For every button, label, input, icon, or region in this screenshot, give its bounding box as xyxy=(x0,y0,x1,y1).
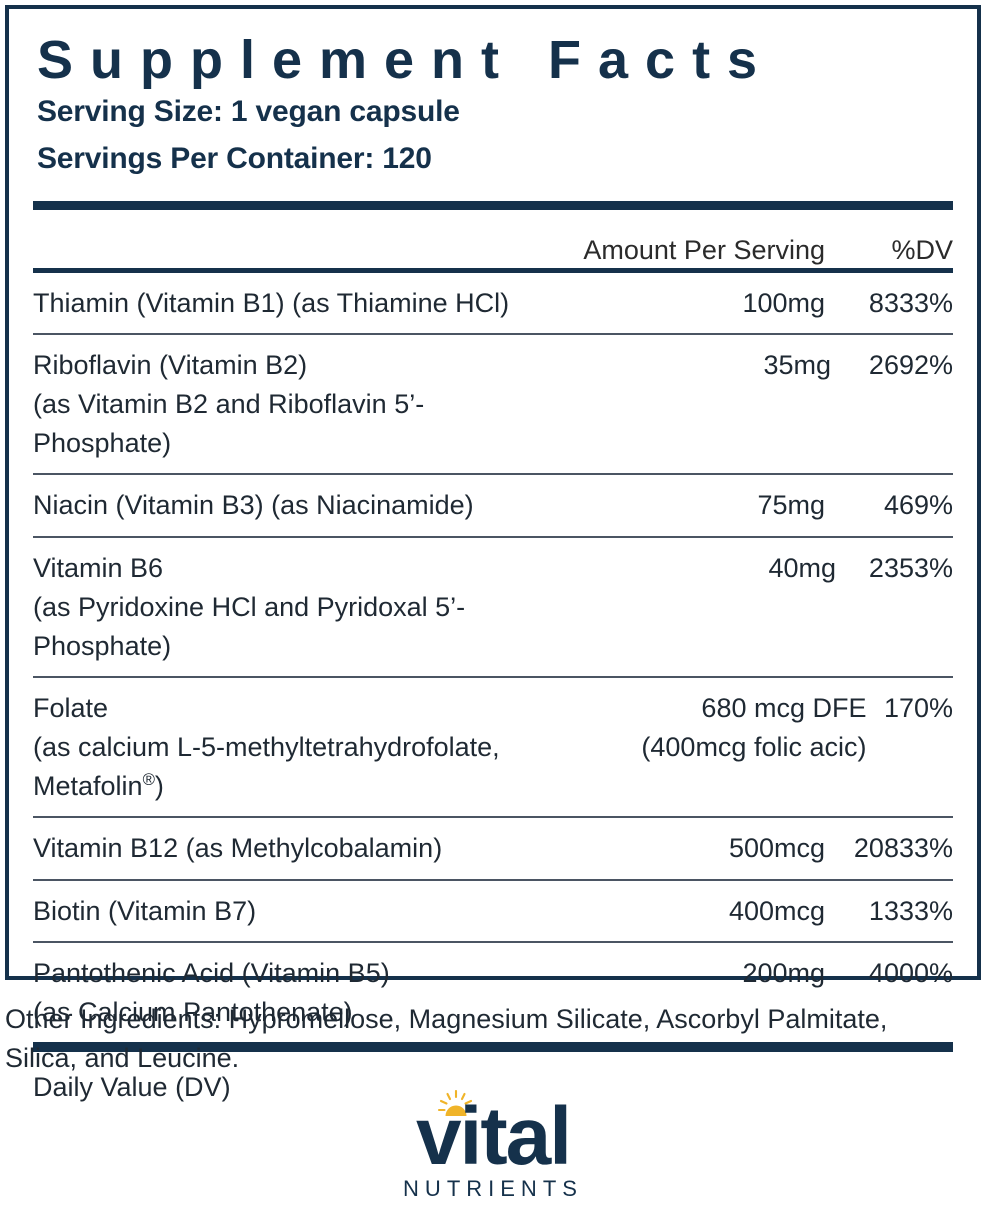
nutrient-amount-main: 100mg xyxy=(742,287,825,318)
nutrient-row: Riboflavin (Vitamin B2) (as Vitamin B2 an… xyxy=(33,335,953,473)
row-divider xyxy=(33,940,953,943)
page-title: Supplement Facts xyxy=(37,30,775,90)
row-divider xyxy=(33,675,953,678)
nutrient-amount: 35mg xyxy=(545,346,832,385)
nutrient-amount: 400mcg xyxy=(525,892,825,931)
nutrient-dv: 20833% xyxy=(853,833,953,864)
nutrient-amount-main: 35mg xyxy=(763,350,832,380)
row-divider xyxy=(33,816,953,819)
nutrient-table: Thiamin (Vitamin B1) (as Thiamine HCl) 10… xyxy=(33,273,953,1042)
nutrient-name: Vitamin B6 (as Pyridoxine HCl and Pyridox… xyxy=(33,549,562,666)
sun-icon xyxy=(437,1090,475,1116)
nutrient-name: Pantothenic Acid (Vitamin B5) (as Calcium… xyxy=(33,954,525,1032)
nutrient-row: Biotin (Vitamin B7) 400mcg 1333% xyxy=(33,881,953,941)
nutrient-dv: 469% xyxy=(883,490,953,521)
serving-size-text: Serving Size: 1 vegan capsule xyxy=(37,95,460,129)
nutrient-name-source: (as calcium L-5-methyltetrahydrofolate, … xyxy=(33,732,500,802)
nutrient-amount-main: 40mg xyxy=(768,552,837,583)
nutrient-name-source: (as Calcium Pantothenate) xyxy=(33,996,353,1027)
nutrient-amount-secondary: (400mcg folic acic) xyxy=(641,732,867,763)
logo-wordmark: vital xyxy=(415,1091,572,1182)
nutrient-name-source: (as Vitamin B2 and Riboflavin 5’-Phospha… xyxy=(33,389,425,459)
table-column-headers: Amount Per Serving %DV xyxy=(33,210,953,268)
nutrient-amount: 680 mcg DFE (400mcg folic acic) xyxy=(575,689,866,767)
nutrient-name: Vitamin B12 (as Methylcobalamin) xyxy=(33,829,525,868)
nutrient-name-main: Pantothenic Acid (Vitamin B5) xyxy=(33,957,390,988)
brand-logo: vital NUTRIENTS xyxy=(0,1090,986,1205)
logo-subtext: NUTRIENTS xyxy=(403,1176,583,1201)
row-divider xyxy=(33,473,953,476)
nutrient-row: Vitamin B12 (as Methylcobalamin) 500mcg 20… xyxy=(33,818,953,878)
logo-mark: vital NUTRIENTS xyxy=(378,1090,608,1200)
nutrient-row: Folate (as calcium L-5-methyltetrahydrofo… xyxy=(33,678,953,816)
nutrient-row: Thiamin (Vitamin B1) (as Thiamine HCl) 10… xyxy=(33,273,953,333)
supplement-facts-panel: Supplement Facts Serving Size: 1 vegan c… xyxy=(5,5,981,1102)
nutrient-name-main: Vitamin B12 (as Methylcobalamin) xyxy=(33,833,443,864)
nutrient-amount: 200mg xyxy=(525,954,825,993)
nutrient-name-main: Biotin (Vitamin B7) xyxy=(33,895,257,926)
nutrient-amount: 40mg xyxy=(562,549,837,588)
nutrient-name: Niacin (Vitamin B3) (as Niacinamide) xyxy=(33,486,525,525)
nutrient-name-main: Thiamin (Vitamin B1) (as Thiamine HCl) xyxy=(33,287,510,318)
nutrient-name: Thiamin (Vitamin B1) (as Thiamine HCl) xyxy=(33,284,525,323)
nutrient-dv: 2353% xyxy=(868,552,953,583)
nutrient-dv: 2692% xyxy=(868,350,953,380)
nutrient-amount-main: 680 mcg DFE xyxy=(701,692,867,723)
nutrient-name: Folate (as calcium L-5-methyltetrahydrofo… xyxy=(33,689,575,806)
nutrient-amount-main: 75mg xyxy=(757,490,825,521)
nutrient-dv: 1333% xyxy=(868,895,953,926)
row-divider xyxy=(33,333,953,335)
nutrient-dv: 170% xyxy=(883,692,953,723)
nutrient-row: Niacin (Vitamin B3) (as Niacinamide) 75mg… xyxy=(33,475,953,535)
daily-value-note: Daily Value (DV) xyxy=(33,1071,231,1102)
divider-thick-bottom xyxy=(33,1041,953,1052)
nutrient-name-main: Vitamin B6 xyxy=(33,552,164,583)
divider-medium xyxy=(33,267,953,273)
row-divider xyxy=(33,878,953,881)
nutrient-amount-main: 500mcg xyxy=(728,833,825,864)
column-header-amount: Amount Per Serving xyxy=(583,234,825,265)
nutrient-amount: 500mcg xyxy=(525,829,825,868)
nutrient-dv: 4000% xyxy=(868,957,953,988)
nutrient-name-main: Niacin (Vitamin B3) (as Niacinamide) xyxy=(33,490,474,521)
nutrient-name-main: Riboflavin (Vitamin B2) xyxy=(33,350,308,380)
nutrient-name: Biotin (Vitamin B7) xyxy=(33,892,525,931)
nutrient-name: Riboflavin (Vitamin B2) (as Vitamin B2 an… xyxy=(33,346,545,463)
nutrient-row: Vitamin B6 (as Pyridoxine HCl and Pyridox… xyxy=(33,538,953,676)
other-ingredients-text: Other Ingredients: Hypromellose, Magnesi… xyxy=(5,1004,888,1074)
supplement-facts-inner: Supplement Facts Serving Size: 1 vegan c… xyxy=(9,30,977,1102)
row-divider xyxy=(33,535,953,538)
nutrient-amount-main: 200mg xyxy=(742,957,825,988)
divider-thick-top xyxy=(33,200,953,210)
nutrient-name-main: Folate xyxy=(33,692,109,723)
nutrient-amount: 100mg xyxy=(525,284,825,323)
nutrient-name-source: (as Pyridoxine HCl and Pyridoxal 5’-Phos… xyxy=(33,591,466,661)
column-header-dv: %DV xyxy=(891,234,953,265)
nutrient-amount-main: 400mcg xyxy=(728,895,825,926)
nutrient-dv: 8333% xyxy=(868,287,953,318)
nutrient-row: Pantothenic Acid (Vitamin B5) (as Calcium… xyxy=(33,943,953,1042)
nutrient-amount: 75mg xyxy=(525,486,825,525)
servings-per-container-text: Servings Per Container: 120 xyxy=(37,142,432,176)
